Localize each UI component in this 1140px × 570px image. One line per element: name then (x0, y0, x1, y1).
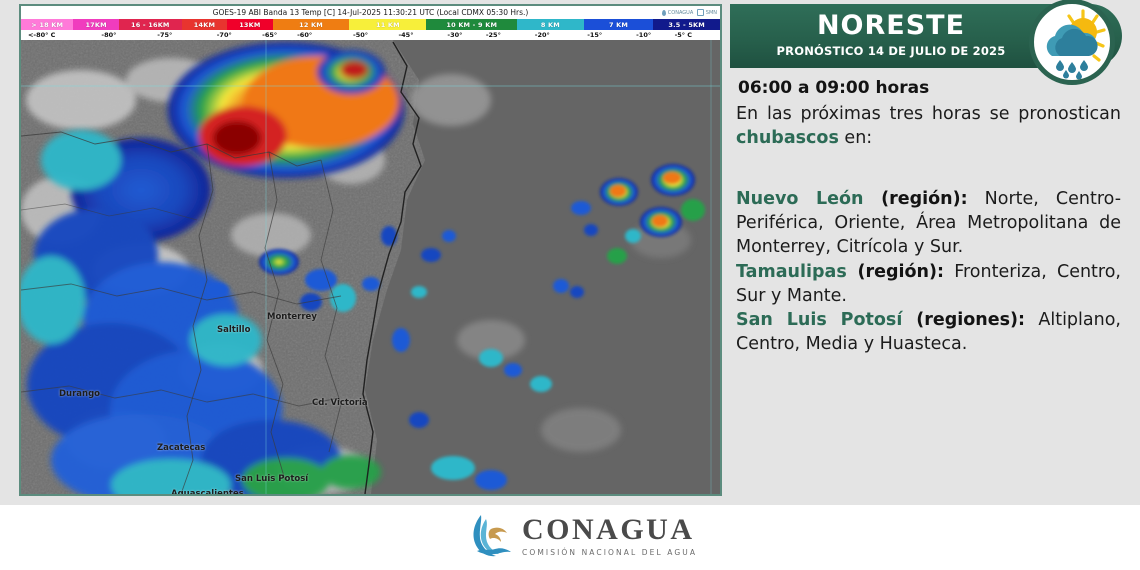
intro-text-before: En las próximas tres horas se pronostica… (736, 104, 1121, 124)
forecast-date: PRONÓSTICO 14 DE JULIO DE 2025 (776, 44, 1006, 58)
forecast-panel: NORESTE PRONÓSTICO 14 DE JULIO DE 2025 (730, 0, 1140, 505)
smn-small-logo: SMN (697, 9, 717, 16)
state-forecast-entry: San Luis Potosí (regiones): Altiplano, C… (736, 308, 1121, 356)
state-qualifier: (regiones): (916, 310, 1026, 331)
state-forecast-entry: Nuevo León (región): Norte, Centro-Perif… (736, 187, 1121, 260)
conagua-subtitle: COMISIÓN NACIONAL DEL AGUA (522, 548, 698, 557)
state-name: Nuevo León (736, 189, 882, 209)
temperature-tick-label: -50° (353, 31, 369, 39)
city-label-durango: Durango (59, 389, 101, 399)
conagua-small-label: CONAGUA (667, 9, 694, 16)
altitude-scale-segment: 17KM (73, 19, 119, 30)
state-areas: Altiplano, Centro, Media y Huasteca. (736, 310, 1121, 355)
temperature-tick-label: -30° (447, 31, 463, 39)
temperature-tick-label: -25° (485, 31, 501, 39)
altitude-scale-segment: 3.5 - 5KM (653, 19, 720, 30)
altitude-scale-segment: 8 KM (517, 19, 584, 30)
temperature-tick-label: -70° (216, 31, 232, 39)
temperature-tick-label: -75° (157, 31, 173, 39)
satellite-title: GOES-19 ABI Banda 13 Temp [C] 14-Jul-202… (21, 6, 720, 19)
conagua-logo: CONAGUA COMISIÓN NACIONAL DEL AGUA (469, 513, 697, 559)
temperature-scale: <-80° C -80° -75° -70° -65° -60° -50° -45° -30° -… (21, 30, 720, 40)
altitude-scale-segment: 13KM (227, 19, 273, 30)
page-title: NORESTE (816, 10, 966, 41)
satellite-image-panel: GOES-19 ABI Banda 13 Temp [C] 14-Jul-202… (19, 4, 722, 496)
intro-text-after: en: (838, 128, 873, 149)
conagua-name: CONAGUA (522, 513, 695, 546)
forecast-intro: En las próximas tres horas se pronostica… (736, 102, 1121, 150)
city-label-aguascalientes: Aguascalientes (171, 489, 244, 494)
city-label-saltillo: Saltillo (217, 325, 251, 335)
forecast-time-range: 06:00 a 09:00 horas (738, 78, 930, 98)
altitude-scale-segment: 14KM (181, 19, 228, 30)
temperature-tick-label: -60° (297, 31, 313, 39)
state-name: Tamaulipas (736, 261, 858, 282)
satellite-imagery: Monterrey Saltillo Cd. Victoria Durango … (21, 40, 720, 494)
state-areas: Norte, Centro-Periférica, Oriente, Área … (736, 189, 1122, 258)
conagua-small-logo: CONAGUA (662, 9, 694, 16)
temperature-tick-label: -10° (636, 31, 652, 39)
temperature-tick-label: -15° (587, 31, 603, 39)
smn-small-label: SMN (705, 9, 717, 16)
altitude-scale-segment: 12 KM (272, 19, 350, 30)
temperature-tick-label: -5° C (674, 31, 693, 39)
temperature-tick-label: -20° (534, 31, 550, 39)
city-label-cd-victoria: Cd. Victoria (312, 398, 368, 408)
conagua-wordmark: CONAGUA COMISIÓN NACIONAL DEL AGUA (522, 513, 698, 558)
weather-condition-highlight: chubascos (736, 128, 839, 149)
state-qualifier: (región): (881, 189, 968, 209)
altitude-scale-segment: 10 KM - 9 KM (426, 19, 518, 30)
temperature-tick-label: -45° (398, 31, 414, 39)
state-forecast-entry: Tamaulipas (región): Fronteriza, Centro,… (736, 260, 1121, 308)
altitude-scale-segment: 11 KM (349, 19, 427, 30)
temperature-tick-label: -65° (262, 31, 278, 39)
altitude-scale-segment: 16 - 16KM (118, 19, 182, 30)
footer: CONAGUA COMISIÓN NACIONAL DEL AGUA (0, 505, 1140, 570)
state-name: San Luis Potosí (736, 310, 917, 331)
altitude-color-scale: > 18 KM 17KM 16 - 16KM 14KM 13KM 12 KM 11 KM 10… (21, 19, 720, 30)
city-label-san-luis-potosi: San Luis Potosí (235, 474, 309, 484)
conagua-emblem-icon (469, 513, 513, 559)
altitude-scale-segment: 7 KM (583, 19, 654, 30)
affected-regions-list: Nuevo León (región): Norte, Centro-Perif… (736, 187, 1121, 357)
city-label-zacatecas: Zacatecas (157, 443, 206, 453)
temperature-tick-label: -80° (101, 31, 117, 39)
state-qualifier: (región): (857, 261, 944, 282)
temperature-tick-label: <-80° C (27, 31, 56, 39)
state-areas: Fronteriza, Centro, Sur y Mante. (736, 261, 1121, 306)
satellite-agency-logos: CONAGUA SMN (662, 7, 717, 18)
sun-cloud-rain-icon (1029, 0, 1115, 85)
altitude-scale-segment: > 18 KM (21, 19, 74, 30)
city-label-monterrey: Monterrey (267, 312, 317, 322)
